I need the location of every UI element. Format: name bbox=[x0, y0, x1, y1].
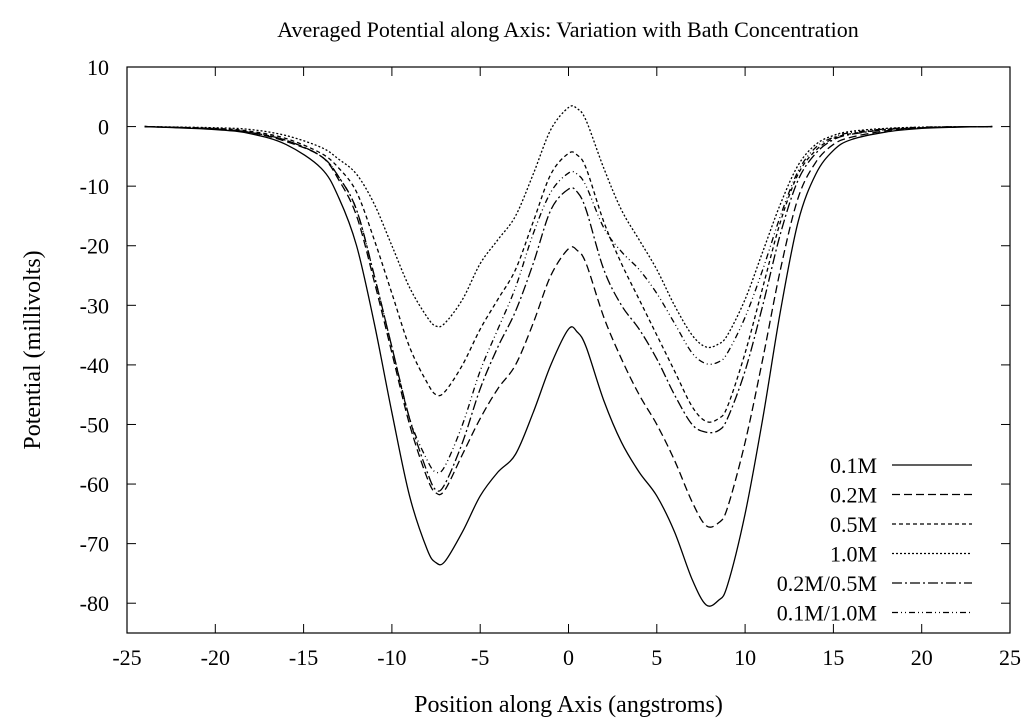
legend-label-1-0m: 1.0M bbox=[830, 542, 877, 567]
legend-label-0-2m: 0.2M bbox=[830, 483, 877, 508]
y-tick-label: -40 bbox=[80, 353, 109, 378]
axis-ticks: -25 -20 -15 -10 -5 0 5 10 15 20 25100-10-20-30-40-… bbox=[80, 55, 1021, 670]
plot-frame bbox=[126, 66, 1011, 634]
x-tick-label: -25 bbox=[112, 645, 141, 670]
y-tick-label: -20 bbox=[80, 234, 109, 259]
series-line-0-1m bbox=[144, 125, 993, 607]
y-tick-label: -30 bbox=[80, 293, 109, 318]
y-tick-label: 10 bbox=[87, 55, 109, 80]
series-group bbox=[144, 105, 993, 607]
legend-label-0-2m-0-5m: 0.2M/0.5M bbox=[777, 571, 877, 596]
series-line-0-1m-1-0m bbox=[144, 125, 993, 474]
series-line-1-0m bbox=[144, 105, 993, 349]
series-line-0-5m bbox=[144, 125, 993, 423]
x-tick-label: 15 bbox=[822, 645, 844, 670]
x-tick-label: 20 bbox=[911, 645, 933, 670]
y-tick-label: 0 bbox=[98, 115, 109, 140]
x-tick-label: 10 bbox=[734, 645, 756, 670]
y-tick-label: -10 bbox=[80, 174, 109, 199]
legend-label-0-1m-1-0m: 0.1M/1.0M bbox=[777, 601, 877, 626]
legend-label-0-1m: 0.1M bbox=[830, 453, 877, 478]
y-tick-label: -80 bbox=[80, 591, 109, 616]
series-line-0-2m-0-5m bbox=[144, 125, 993, 492]
x-tick-label: -15 bbox=[289, 645, 318, 670]
x-tick-label: 25 bbox=[999, 645, 1021, 670]
series-line-0-2m bbox=[144, 125, 993, 528]
y-tick-label: -60 bbox=[80, 472, 109, 497]
chart-title: Averaged Potential along Axis: Variation… bbox=[277, 17, 858, 42]
x-tick-label: 0 bbox=[563, 645, 574, 670]
legend: 0.1M 0.2M 0.5M 1.0M 0.2M/0.5M 0.1M/1.0M bbox=[777, 453, 972, 626]
x-tick-label: -5 bbox=[471, 645, 489, 670]
y-axis-label: Potential (millivolts) bbox=[20, 250, 46, 449]
x-tick-label: -20 bbox=[201, 645, 230, 670]
y-tick-label: -70 bbox=[80, 532, 109, 557]
y-tick-label: -50 bbox=[80, 412, 109, 437]
x-tick-label: -10 bbox=[377, 645, 406, 670]
x-axis-label: Position along Axis (angstroms) bbox=[414, 692, 723, 718]
x-tick-label: 5 bbox=[651, 645, 662, 670]
legend-label-0-5m: 0.5M bbox=[830, 512, 877, 537]
